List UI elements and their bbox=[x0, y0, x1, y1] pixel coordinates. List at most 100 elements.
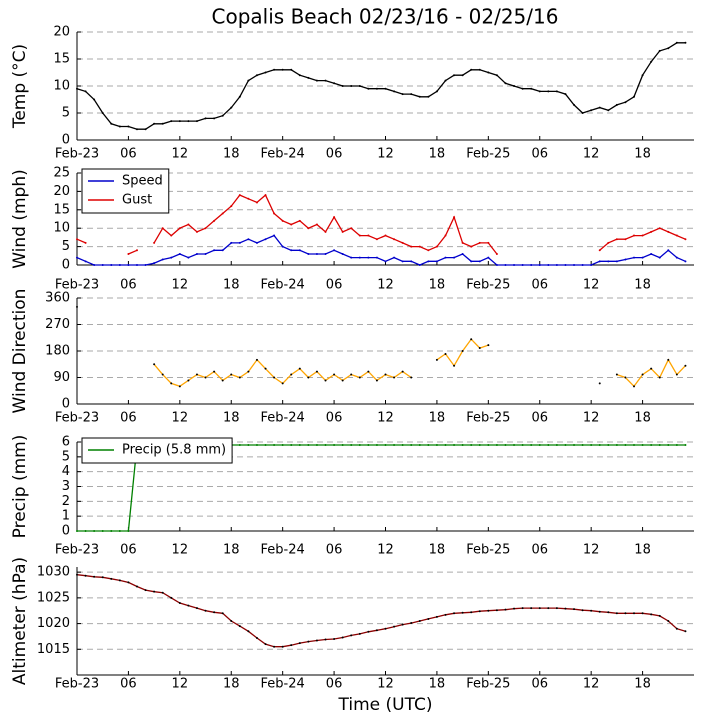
data-point bbox=[195, 607, 198, 610]
data-point bbox=[393, 625, 396, 628]
data-point bbox=[650, 60, 653, 63]
data-point bbox=[650, 613, 653, 616]
y-tick-label: 25 bbox=[53, 166, 70, 181]
x-tick-label: Feb-23 bbox=[55, 677, 99, 692]
x-tick-label: 18 bbox=[223, 278, 240, 293]
data-point bbox=[110, 577, 113, 580]
data-point bbox=[195, 252, 198, 255]
data-point bbox=[435, 90, 438, 93]
data-point bbox=[401, 443, 404, 446]
data-point bbox=[290, 644, 293, 647]
data-point bbox=[547, 264, 550, 266]
data-point bbox=[350, 227, 353, 230]
data-point bbox=[178, 252, 181, 255]
x-tick-label: Feb-23 bbox=[55, 411, 99, 426]
data-point bbox=[76, 238, 78, 241]
x-tick-label: Feb-25 bbox=[466, 278, 510, 293]
data-point bbox=[675, 443, 678, 446]
data-point bbox=[590, 109, 593, 112]
data-point bbox=[333, 638, 336, 640]
data-point bbox=[127, 252, 130, 255]
data-point bbox=[633, 443, 636, 446]
data-point bbox=[633, 95, 636, 98]
data-point bbox=[658, 443, 661, 446]
data-point bbox=[641, 256, 644, 259]
data-point bbox=[315, 639, 318, 642]
data-point bbox=[658, 614, 661, 617]
data-point bbox=[221, 249, 224, 252]
data-point bbox=[401, 623, 404, 626]
y-tick-label: 15 bbox=[53, 52, 70, 67]
series-line bbox=[76, 574, 686, 648]
data-point bbox=[315, 223, 318, 226]
data-point bbox=[358, 632, 361, 635]
y-tick-label: 5 bbox=[62, 449, 70, 464]
data-point bbox=[350, 85, 353, 87]
series-line bbox=[76, 42, 686, 130]
data-point bbox=[590, 443, 593, 446]
data-point bbox=[401, 370, 404, 373]
x-tick-label: 12 bbox=[377, 278, 394, 293]
data-point bbox=[598, 382, 601, 385]
data-point bbox=[427, 249, 430, 252]
x-tick-label: 12 bbox=[172, 543, 189, 558]
data-point bbox=[307, 376, 310, 379]
x-tick-label: 06 bbox=[326, 278, 343, 293]
data-point bbox=[315, 79, 318, 82]
data-point bbox=[461, 74, 464, 77]
data-point bbox=[453, 443, 456, 446]
data-point bbox=[478, 610, 481, 613]
data-point bbox=[470, 245, 473, 248]
data-point bbox=[195, 230, 198, 233]
data-point bbox=[427, 617, 430, 620]
x-tick-label: 18 bbox=[429, 411, 446, 426]
data-point bbox=[461, 350, 464, 352]
data-point bbox=[675, 234, 678, 237]
data-point bbox=[564, 264, 567, 266]
data-point bbox=[110, 264, 113, 266]
data-point bbox=[375, 256, 378, 259]
data-point bbox=[675, 373, 678, 376]
data-point bbox=[461, 252, 464, 255]
x-tick-label: Feb-25 bbox=[466, 147, 510, 162]
data-point bbox=[607, 611, 610, 614]
y-tick-label: 5 bbox=[62, 239, 70, 254]
data-point bbox=[675, 627, 678, 630]
data-point bbox=[435, 443, 438, 446]
data-point bbox=[281, 245, 284, 248]
data-point bbox=[538, 90, 541, 93]
data-point bbox=[684, 364, 687, 367]
data-point bbox=[307, 227, 310, 230]
data-point bbox=[264, 71, 267, 74]
data-point bbox=[341, 443, 344, 446]
x-tick-label: 12 bbox=[583, 411, 600, 426]
data-point bbox=[324, 252, 327, 255]
data-point bbox=[384, 627, 387, 630]
data-point bbox=[324, 638, 327, 641]
data-point bbox=[624, 612, 627, 615]
data-point bbox=[650, 252, 653, 255]
data-point bbox=[384, 234, 387, 237]
data-point bbox=[435, 260, 438, 263]
data-point bbox=[315, 252, 318, 255]
data-point bbox=[581, 609, 584, 612]
data-point bbox=[238, 376, 241, 379]
data-point bbox=[495, 74, 498, 77]
y-tick-label: 10 bbox=[53, 221, 70, 236]
data-point bbox=[641, 234, 644, 237]
data-point bbox=[101, 530, 104, 532]
data-point bbox=[418, 264, 421, 266]
data-point bbox=[118, 125, 121, 128]
y-tick-label: 2 bbox=[62, 494, 70, 509]
data-point bbox=[324, 443, 327, 446]
data-point bbox=[513, 264, 516, 266]
y-axis-label: Altimeter (hPa) bbox=[10, 557, 30, 685]
data-point bbox=[521, 87, 524, 90]
data-point bbox=[298, 367, 301, 370]
data-point bbox=[221, 114, 224, 117]
data-point bbox=[298, 642, 301, 645]
data-point bbox=[307, 252, 310, 255]
series-line bbox=[76, 194, 686, 255]
data-point bbox=[598, 610, 601, 613]
data-point bbox=[384, 260, 387, 263]
